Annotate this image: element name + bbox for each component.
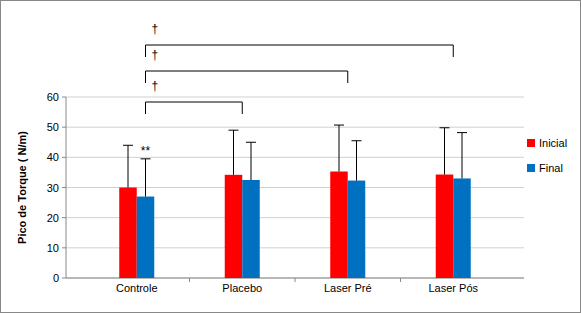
legend: Inicial Final	[527, 137, 567, 174]
x-tick	[295, 278, 296, 282]
error-line	[462, 133, 463, 179]
error-line	[233, 130, 234, 175]
y-tick-label: 60	[47, 91, 59, 103]
y-tick	[62, 187, 66, 188]
x-tick-label: Controle	[116, 282, 158, 294]
error-cap	[334, 125, 344, 126]
bar	[348, 181, 366, 278]
bar	[453, 178, 471, 278]
error-line	[145, 159, 146, 197]
x-tick-label: Laser Pré	[324, 282, 372, 294]
bracket-label: †	[152, 22, 159, 36]
y-tick	[62, 278, 66, 279]
error-cap	[352, 140, 362, 141]
error-cap	[141, 158, 151, 159]
y-tick	[62, 247, 66, 248]
x-tick-label: Laser Pós	[428, 282, 478, 294]
grid-line	[66, 97, 524, 98]
error-cap	[229, 130, 239, 131]
error-line	[128, 145, 129, 187]
y-tick	[62, 217, 66, 218]
grid-line	[66, 127, 524, 128]
error-line	[339, 125, 340, 171]
error-line	[444, 128, 445, 175]
error-bar	[229, 130, 239, 175]
bracket-label: †	[152, 79, 159, 93]
bracket-line	[146, 102, 243, 114]
legend-swatch	[527, 139, 535, 147]
y-tick-label: 50	[47, 121, 59, 133]
bars	[119, 125, 471, 278]
y-tick	[62, 97, 66, 98]
y-tick	[62, 157, 66, 158]
significance-bracket: †	[146, 22, 454, 57]
error-line	[356, 141, 357, 181]
x-tick-label: Placebo	[222, 282, 262, 294]
y-tick-label: 20	[47, 212, 59, 224]
chart-frame	[1, 1, 581, 313]
y-axis	[66, 97, 67, 278]
error-bar	[440, 128, 450, 175]
legend-swatch	[527, 164, 535, 172]
grid-line	[66, 157, 524, 158]
y-tick-label: 0	[53, 272, 59, 284]
bar	[137, 197, 155, 278]
bracket-line	[146, 71, 348, 83]
y-axis-label: Pico de Torque ( N/m)	[16, 131, 28, 244]
bracket-line	[146, 45, 454, 57]
y-tick	[62, 127, 66, 128]
y-tick-label: 40	[47, 151, 59, 163]
significance-bracket: †	[146, 79, 243, 114]
significance-bracket: †	[146, 48, 348, 83]
error-cap	[246, 142, 256, 143]
error-line	[251, 142, 252, 180]
bar	[119, 188, 137, 279]
annotation: **	[141, 144, 151, 158]
error-bar	[123, 145, 133, 187]
x-tick	[400, 278, 401, 282]
error-bar	[141, 159, 151, 197]
error-bar	[457, 133, 467, 179]
legend-label: Inicial	[539, 137, 567, 149]
bar	[225, 175, 243, 278]
error-cap	[440, 127, 450, 128]
error-bar	[334, 125, 344, 171]
error-bar	[352, 141, 362, 181]
legend-label: Final	[539, 162, 563, 174]
bar	[330, 172, 348, 278]
error-bar	[246, 142, 256, 180]
x-tick	[189, 278, 190, 282]
y-tick-label: 30	[47, 182, 59, 194]
chart: 0 10 20 30 40 50 60 Pico de Torque ( N/m) Contro…	[0, 0, 581, 313]
error-cap	[457, 132, 467, 133]
bar	[242, 180, 260, 278]
error-cap	[123, 145, 133, 146]
bar	[436, 175, 454, 278]
y-tick-label: 10	[47, 242, 59, 254]
bracket-label: †	[152, 48, 159, 62]
